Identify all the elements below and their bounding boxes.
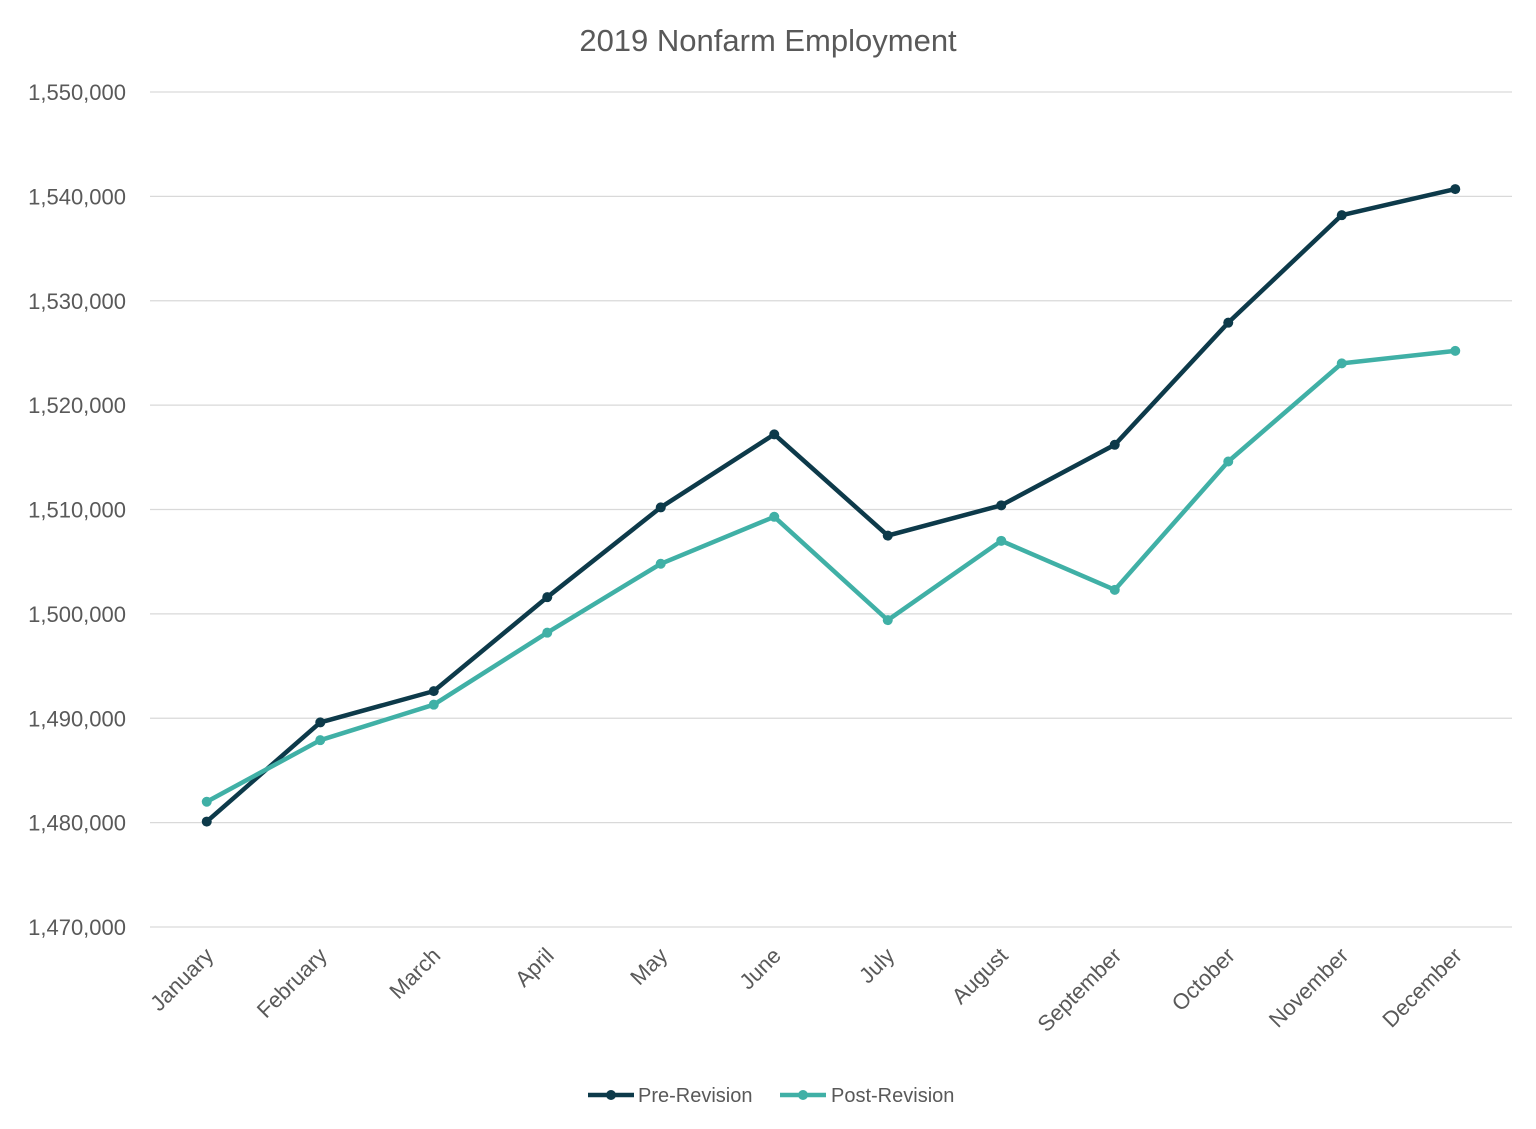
gridlines — [150, 91, 1512, 928]
x-tick-label: February — [252, 943, 332, 1023]
data-point — [1223, 317, 1234, 328]
legend-label: Post-Revision — [831, 1085, 954, 1107]
series-line — [204, 348, 1458, 804]
y-axis-ticks: 1,470,000 1,480,000 1,490,000 1,500,000 1,51… — [28, 80, 126, 940]
data-point — [882, 530, 893, 541]
data-point — [542, 627, 553, 638]
series-pre-revision — [201, 184, 1461, 827]
y-tick-label: 1,540,000 — [28, 184, 126, 209]
data-point — [655, 558, 666, 569]
data-point — [201, 796, 212, 807]
y-tick-label: 1,550,000 — [28, 80, 126, 105]
data-point — [996, 500, 1007, 511]
data-point — [542, 592, 553, 603]
data-point — [1109, 439, 1120, 450]
chart-title: 2019 Nonfarm Employment — [579, 23, 957, 58]
y-tick-label: 1,470,000 — [28, 915, 126, 940]
data-point — [201, 816, 212, 827]
x-tick-label: November — [1264, 943, 1353, 1032]
x-tick-label: December — [1377, 943, 1466, 1032]
data-point — [1336, 358, 1347, 369]
x-tick-label: September — [1033, 943, 1127, 1037]
y-tick-label: 1,480,000 — [28, 811, 126, 836]
data-point — [1109, 584, 1120, 595]
y-tick-label: 1,530,000 — [28, 289, 126, 314]
x-axis-ticks: January February March April May June July Augu… — [145, 943, 1467, 1037]
data-point — [769, 511, 780, 522]
x-tick-label: January — [145, 943, 218, 1016]
x-tick-label: June — [734, 943, 785, 994]
data-point — [315, 735, 326, 746]
data-point — [655, 502, 666, 513]
data-point — [428, 686, 439, 697]
data-point — [1450, 345, 1461, 356]
data-point — [1450, 184, 1461, 195]
data-point — [315, 717, 326, 728]
legend-item: Post-Revision — [780, 1085, 954, 1107]
data-point — [996, 535, 1007, 546]
x-tick-label: July — [854, 943, 899, 988]
data-point — [769, 429, 780, 440]
y-tick-label: 1,500,000 — [28, 602, 126, 627]
x-tick-label: May — [625, 943, 672, 990]
y-tick-label: 1,510,000 — [28, 498, 126, 523]
y-tick-label: 1,520,000 — [28, 393, 126, 418]
x-tick-label: March — [384, 943, 445, 1004]
data-point — [428, 699, 439, 710]
x-tick-label: April — [510, 943, 559, 992]
x-tick-label: October — [1167, 943, 1240, 1016]
x-tick-label: August — [947, 943, 1013, 1009]
legend-marker — [798, 1090, 808, 1100]
data-point — [1336, 210, 1347, 221]
legend: Pre-Revision Post-Revision — [588, 1085, 954, 1107]
legend-label: Pre-Revision — [638, 1085, 752, 1107]
legend-item: Pre-Revision — [588, 1085, 752, 1107]
legend-marker — [606, 1090, 616, 1100]
data-point — [882, 615, 893, 626]
series-post-revision — [201, 345, 1461, 807]
y-tick-label: 1,490,000 — [28, 706, 126, 731]
data-point — [1223, 456, 1234, 467]
series-line — [204, 186, 1458, 824]
series-lines — [201, 184, 1461, 827]
